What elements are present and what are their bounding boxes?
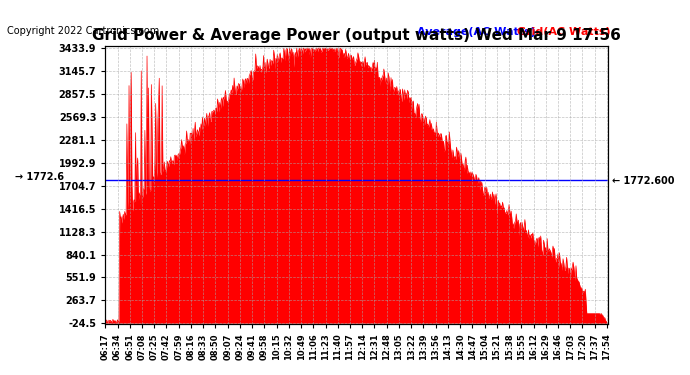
- Text: Average(AC Watts): Average(AC Watts): [417, 27, 535, 37]
- Text: Grid(AC Watts): Grid(AC Watts): [518, 27, 611, 37]
- Text: → 1772.6: → 1772.6: [15, 172, 64, 182]
- Text: Copyright 2022 Cartronics.com: Copyright 2022 Cartronics.com: [7, 26, 159, 36]
- Title: Grid Power & Average Power (output watts) Wed Mar 9 17:56: Grid Power & Average Power (output watts…: [92, 28, 621, 43]
